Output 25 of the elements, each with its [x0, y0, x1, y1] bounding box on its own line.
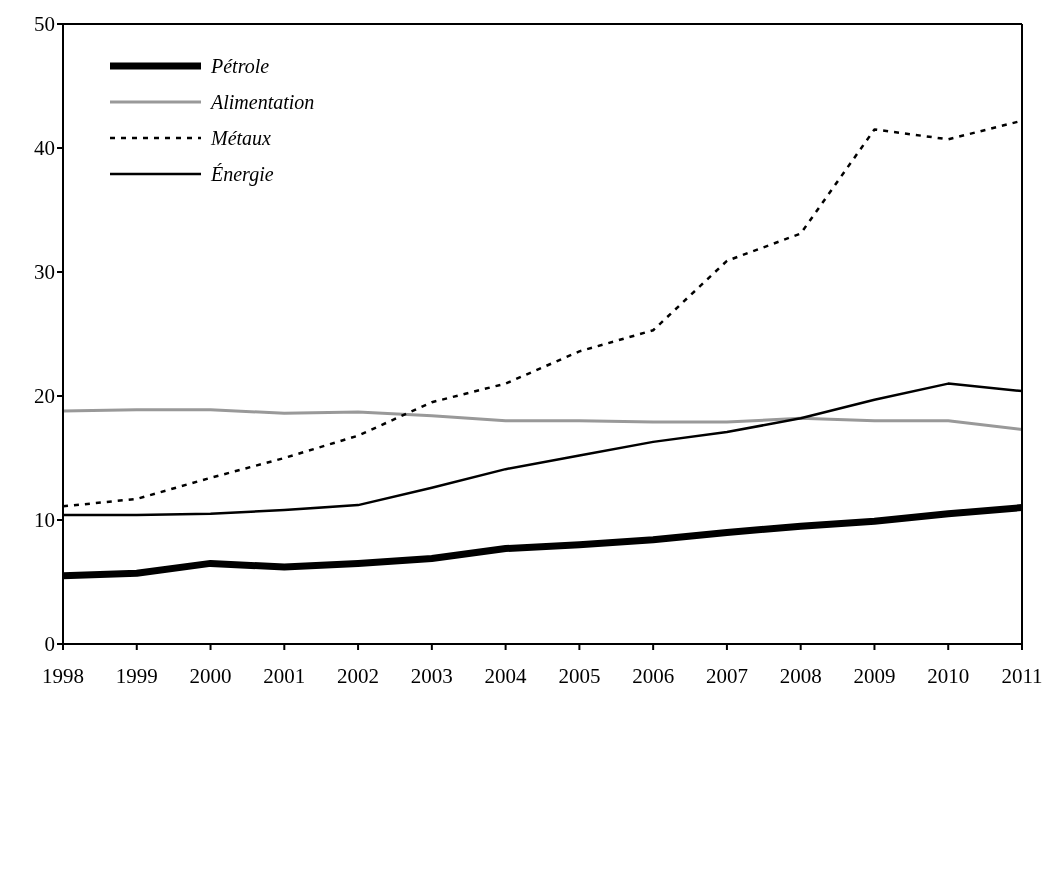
- x-tick-label: 2008: [779, 663, 822, 688]
- x-tick-label: 2006: [632, 663, 675, 688]
- x-tick-label: 2003: [410, 663, 453, 688]
- y-tick-label: 40: [34, 136, 55, 161]
- y-tick-label: 50: [34, 12, 55, 37]
- legend-label: Alimentation: [211, 90, 315, 114]
- x-tick-label: 2009: [853, 663, 896, 688]
- x-tick-label: 2001: [263, 663, 306, 688]
- x-tick-label: 2011: [1001, 663, 1043, 688]
- legend-label: Énergie: [211, 162, 274, 186]
- x-tick-label: 2000: [189, 663, 232, 688]
- y-tick-label: 10: [34, 508, 55, 533]
- x-tick-label: 2002: [337, 663, 380, 688]
- x-tick-label: 1999: [115, 663, 158, 688]
- x-tick-label: 2007: [705, 663, 748, 688]
- legend-label: Métaux: [211, 126, 271, 150]
- line-series: [63, 408, 1022, 431]
- x-tick-label: 2005: [558, 663, 601, 688]
- y-tick-label: 0: [44, 632, 55, 657]
- x-tick-label: 2004: [484, 663, 528, 688]
- y-tick-label: 30: [34, 260, 55, 285]
- x-tick-label: 1998: [42, 663, 84, 688]
- y-tick-label: 20: [34, 384, 55, 409]
- x-tick-label: 2010: [927, 663, 970, 688]
- legend-label: Pétrole: [211, 54, 270, 78]
